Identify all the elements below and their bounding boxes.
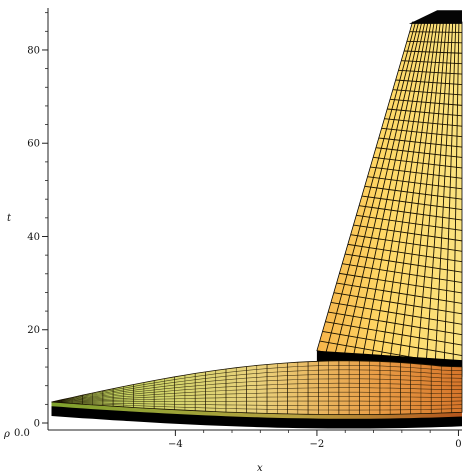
ramp-mesh-line	[395, 79, 463, 85]
ramp-mesh-line	[342, 263, 463, 284]
t-tick-label: 80	[27, 45, 40, 56]
ramp-mesh-line	[330, 301, 463, 325]
ramp-mesh	[319, 21, 463, 375]
ramp-mesh-line	[344, 253, 463, 273]
lower-mesh-line	[51, 401, 463, 406]
ramp-mesh-line	[322, 330, 463, 356]
ramp-mesh-line	[361, 195, 463, 211]
t-tick-label: 0	[34, 419, 40, 430]
base-edge-shadow	[51, 406, 462, 429]
ramp-mesh-line	[328, 311, 463, 336]
lower-mesh-line	[51, 400, 463, 403]
ramp-mesh-line	[364, 185, 463, 200]
surface-layer	[51, 10, 463, 429]
ramp-mesh-line	[356, 214, 463, 231]
t-axis-label: t	[7, 213, 12, 224]
ramp-mesh-line	[409, 31, 463, 33]
ramp-mesh-line	[367, 176, 463, 190]
ramp-mesh-line	[392, 89, 463, 96]
t-tick-label: 20	[27, 325, 40, 336]
ramp-mesh-line	[359, 205, 463, 221]
ramp-top-edge	[408, 10, 462, 24]
x-axis-ticks: −4 −2 0	[168, 430, 462, 450]
ramp-mesh-line	[389, 98, 463, 106]
ramp-mesh-line	[375, 147, 463, 158]
ramp-mesh-line	[378, 137, 463, 148]
ramp-mesh-line	[406, 40, 463, 44]
x-tick-label: 0	[455, 439, 461, 450]
lower-mesh-line	[51, 387, 462, 403]
ramp-mesh-line	[333, 292, 463, 315]
lower-sheet-underside	[51, 402, 462, 421]
ramp-mesh-line	[353, 224, 463, 242]
t-tick-label: 60	[27, 139, 40, 150]
ramp-mesh-line	[398, 69, 463, 75]
ramp-mesh-line	[381, 127, 463, 138]
ramp-mesh-line	[336, 282, 463, 304]
lower-mesh-line	[51, 401, 463, 411]
ramp-mesh-line	[387, 108, 463, 117]
z-tick-label: 0.0	[14, 428, 30, 439]
t-axis-ticks: 0 20 40 60 80	[27, 12, 48, 430]
z-axis-label: ρ	[3, 429, 10, 440]
ramp-mesh-line	[404, 50, 463, 54]
lower-mesh-line	[51, 364, 463, 403]
lower-sheet-mesh	[51, 360, 463, 415]
ramp-mesh-line	[339, 272, 463, 294]
lower-mesh-line	[51, 373, 463, 403]
x-tick-label: −4	[168, 439, 183, 450]
x-axis-label: x	[257, 463, 263, 474]
ramp-mesh-line	[325, 321, 463, 346]
lower-mesh-line	[51, 378, 462, 403]
ramp-mesh-line	[370, 166, 463, 179]
x-tick-label: −2	[310, 439, 325, 450]
ramp-mesh-line	[384, 118, 463, 127]
ramp-mesh-line	[373, 156, 463, 169]
ramp-surface	[316, 21, 463, 377]
ramp-mesh-line	[350, 234, 463, 252]
ramp-mesh-line	[401, 60, 463, 65]
t-tick-label: 40	[27, 232, 40, 243]
lower-mesh-line	[51, 369, 463, 403]
lower-mesh-line	[51, 396, 463, 403]
ramp-mesh-line	[347, 243, 463, 263]
lower-mesh-line	[51, 391, 463, 403]
lower-mesh-line	[51, 382, 462, 403]
